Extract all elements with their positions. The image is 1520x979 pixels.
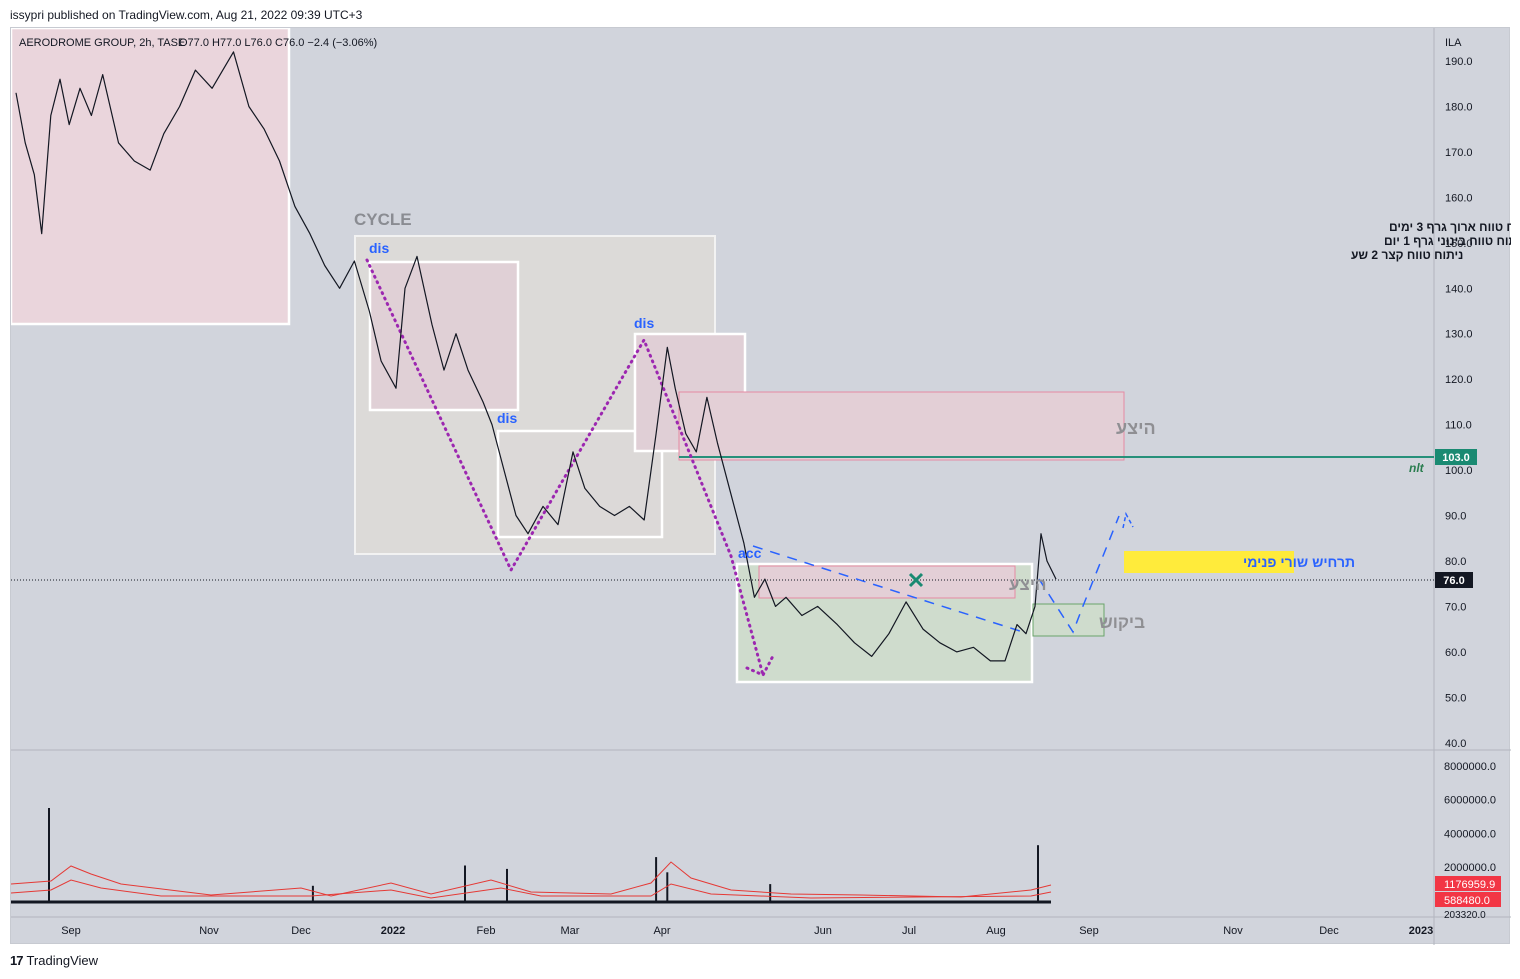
time-tick-label: Sep (1079, 925, 1099, 937)
price-tick-label: 70.0 (1445, 601, 1466, 613)
level-price-label: 103.0 (1442, 452, 1470, 464)
price-tick-label: 170.0 (1445, 147, 1473, 159)
volume-tick-label: 8000000.0 (1444, 761, 1496, 773)
zone-top-left[interactable] (11, 28, 291, 326)
demand-label: ביקוש (1099, 613, 1145, 632)
price-tick-label: 140.0 (1445, 283, 1473, 295)
dis-label-3: dis (634, 315, 654, 331)
volume-tick-label: 6000000.0 (1444, 795, 1496, 807)
volume-axis-ticks: 8000000.0 6000000.0 4000000.0 2000000.0 (1444, 761, 1496, 874)
timeframe-note-medium: ניתוח טווח בינוני גרף 1 יום (1384, 234, 1511, 248)
time-tick-label: 2023 (1409, 925, 1433, 937)
time-axis-ticks: Sep Nov Dec 2022 Feb Mar Apr Jun Jul Aug Sep Nov Dec… (61, 925, 1433, 937)
volume-ma-long-label-bg (1435, 876, 1501, 891)
zone-demand[interactable] (1032, 603, 1105, 637)
price-tick-label: 80.0 (1445, 556, 1466, 568)
supply-label-upper: היצע (1116, 418, 1156, 438)
nlt-label: nlt (1409, 461, 1425, 475)
cross-marker-icon[interactable] (908, 572, 924, 588)
zone-supply-upper[interactable] (678, 391, 1125, 461)
time-tick-label: Dec (291, 925, 311, 937)
time-tick-label: Apr (653, 925, 670, 937)
price-axis-ticks: 190.0 180.0 170.0 160.0 150.0 140.0 130.0 120.0… (1445, 56, 1473, 750)
price-tick-label: 110.0 (1445, 420, 1472, 432)
volume-ma-long-label: 1176959.9 (1444, 879, 1495, 891)
dotted-pattern-tail[interactable] (745, 654, 775, 677)
dashed-projection-path[interactable] (1038, 515, 1120, 634)
volume-bars (48, 808, 1039, 901)
volume-bar (464, 865, 466, 901)
zone-supply-lower[interactable] (758, 565, 1016, 599)
timeframe-note-short: ניתוח טווח קצר 2 שע (1351, 248, 1463, 262)
volume-ma-short-label-bg (1435, 892, 1501, 907)
time-tick-label: Mar (561, 925, 580, 937)
volume-bar (48, 808, 50, 901)
acc-label: acc (738, 545, 762, 561)
volume-bar (311, 885, 314, 901)
legend-symbol[interactable]: AERODROME GROUP, 2h, TASE (19, 37, 185, 49)
scenario-note-background (1124, 551, 1294, 573)
price-tick-label: 40.0 (1445, 738, 1466, 750)
price-tick-label: 60.0 (1445, 647, 1466, 659)
price-tick-label: 180.0 (1445, 101, 1473, 113)
dis-label-1: dis (369, 240, 389, 256)
price-tick-label: 90.0 (1445, 511, 1466, 523)
volume-ma-long (11, 861, 1052, 898)
zone-dis-box-1[interactable] (368, 260, 520, 412)
projection-arrowhead (1122, 511, 1134, 529)
time-tick-label: 2022 (381, 925, 405, 937)
price-tick-label: 150.0 (1445, 238, 1473, 250)
tradingview-logo-text: TradingView (26, 953, 99, 968)
time-tick-label: Nov (199, 925, 219, 937)
price-tick-label: 130.0 (1445, 329, 1473, 341)
chart-area[interactable]: AERODROME GROUP, 2h, TASE O77.0 H77.0 L7… (10, 27, 1511, 945)
price-tick-label: 190.0 (1445, 56, 1473, 68)
cycle-label: CYCLE (354, 210, 412, 229)
price-tick-label: 160.0 (1445, 192, 1473, 204)
dis-label-2: dis (497, 410, 517, 426)
time-tick-label: Nov (1223, 925, 1243, 937)
level-price-label-bg (1435, 449, 1477, 465)
currency-label: ILA (1445, 37, 1462, 49)
tradingview-logo[interactable]: 17 TradingView (10, 953, 98, 968)
scenario-note[interactable]: תרחיש שורי פנימי (1243, 554, 1355, 570)
time-tick-label: Dec (1319, 925, 1339, 937)
time-tick-label: Aug (986, 925, 1006, 937)
price-tick-label: 120.0 (1445, 374, 1473, 386)
legend-ohlc-values: O77.0 H77.0 L76.0 C76.0 −2.4 (−3.06%) (179, 37, 377, 49)
time-tick-label: Feb (477, 925, 496, 937)
last-price-label-bg (1435, 572, 1473, 588)
price-tick-label: 50.0 (1445, 692, 1466, 704)
time-tick-label: Jul (902, 925, 916, 937)
volume-tick-label: 2000000.0 (1444, 862, 1496, 874)
volume-ma-short (11, 879, 1052, 899)
publisher-caption: issypri published on TradingView.com, Au… (10, 8, 363, 22)
price-tick-label: 100.0 (1445, 465, 1473, 477)
time-tick-label: Jun (814, 925, 832, 937)
volume-bar (1037, 845, 1039, 901)
last-price-label: 76.0 (1443, 575, 1464, 587)
time-tick-label: Sep (61, 925, 81, 937)
dotted-pattern-line[interactable] (365, 258, 765, 677)
last-volume-label: 203320.0 (1444, 910, 1486, 921)
volume-ma-short-label: 588480.0 (1444, 895, 1490, 907)
supply-label-lower: היצע (1009, 575, 1046, 594)
tradingview-logo-icon: 17 (10, 953, 24, 968)
timeframe-note-long: ניתוח טווח ארוך גרף 3 ימים (1389, 220, 1511, 234)
price-chart-svg[interactable]: AERODROME GROUP, 2h, TASE O77.0 H77.0 L7… (11, 28, 1511, 945)
volume-tick-label: 4000000.0 (1444, 828, 1496, 840)
dashed-trend-line[interactable] (752, 545, 1024, 633)
volume-bar (655, 857, 658, 901)
price-series-line[interactable] (15, 51, 1057, 662)
